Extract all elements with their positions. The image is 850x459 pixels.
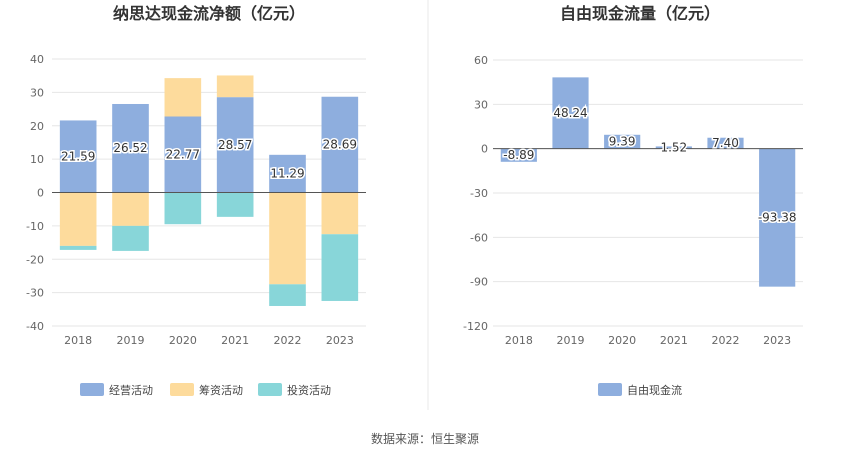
data-label: 11.29 <box>270 167 304 181</box>
x-tick-label: 2023 <box>763 334 791 347</box>
x-tick-label: 2021 <box>221 334 249 347</box>
x-tick-label: 2021 <box>660 334 688 347</box>
x-tick-label: 2022 <box>274 334 302 347</box>
bar <box>269 192 306 285</box>
x-tick-label: 2020 <box>608 334 636 347</box>
y-tick-label: 10 <box>30 153 44 166</box>
x-tick-label: 2018 <box>64 334 92 347</box>
x-tick-label: 2020 <box>169 334 197 347</box>
bar <box>216 75 254 98</box>
y-tick-label: -90 <box>470 276 488 289</box>
bar <box>59 192 97 246</box>
data-label: 28.57 <box>218 138 252 152</box>
bar <box>216 192 254 217</box>
x-tick-label: 2019 <box>557 334 585 347</box>
bar <box>164 192 202 225</box>
data-source: 数据来源：恒生聚源 <box>370 432 479 446</box>
y-tick-label: -30 <box>470 187 488 200</box>
data-label: 1.52 <box>660 141 687 155</box>
y-tick-label: 30 <box>30 86 44 99</box>
legend-swatch <box>258 383 282 396</box>
bar <box>269 284 306 306</box>
x-tick-label: 2023 <box>326 334 354 347</box>
bar <box>604 134 641 149</box>
bar <box>164 78 202 117</box>
bar <box>59 120 97 193</box>
bar <box>59 245 97 250</box>
data-label: 21.59 <box>61 149 95 163</box>
y-tick-label: -10 <box>26 220 44 233</box>
bar <box>321 234 359 301</box>
x-tick-label: 2018 <box>505 334 533 347</box>
x-tick-label: 2022 <box>712 334 740 347</box>
bar <box>655 146 692 149</box>
y-tick-label: -30 <box>26 287 44 300</box>
bar <box>269 154 306 193</box>
bar <box>112 225 149 251</box>
legend-label: 投资活动 <box>287 383 331 397</box>
data-label: 9.39 <box>609 135 636 149</box>
data-label: 28.69 <box>323 138 357 152</box>
x-tick-label: 2019 <box>117 334 145 347</box>
y-tick-label: -20 <box>26 253 44 266</box>
y-tick-label: -40 <box>26 320 44 333</box>
bar <box>321 192 359 235</box>
data-label: 48.24 <box>553 106 587 120</box>
bar <box>112 192 149 226</box>
y-tick-label: 40 <box>30 53 44 66</box>
bar <box>164 116 202 193</box>
data-label: 22.77 <box>166 148 200 162</box>
y-tick-label: 30 <box>474 98 488 111</box>
y-tick-label: -60 <box>470 231 488 244</box>
y-tick-label: -120 <box>463 320 488 333</box>
bar <box>707 137 744 149</box>
bar <box>321 96 359 193</box>
bar <box>112 103 149 193</box>
data-label: -93.38 <box>758 211 797 225</box>
bar <box>552 77 589 149</box>
data-label: 7.40 <box>712 136 739 150</box>
legend-label: 筹资活动 <box>199 383 243 397</box>
data-label: 26.52 <box>113 141 147 155</box>
chart-title: 自由现金流量（亿元） <box>560 4 720 23</box>
legend-label: 自由现金流 <box>627 383 682 397</box>
bar <box>216 97 254 193</box>
chart-canvas: 纳思达现金流净额（亿元） 40 30 20 10 0 -10 -20 -30 -40 2018 201… <box>26 0 803 410</box>
legend-label: 经营活动 <box>109 383 153 397</box>
y-tick-label: 0 <box>37 187 44 200</box>
y-tick-label: 0 <box>481 143 488 156</box>
y-tick-label: 60 <box>474 54 488 67</box>
legend-swatch <box>170 383 194 396</box>
y-tick-label: 20 <box>30 120 44 133</box>
bar <box>500 148 537 162</box>
legend-swatch <box>80 383 104 396</box>
chart-title: 纳思达现金流净额（亿元） <box>113 4 305 23</box>
data-label: -8.89 <box>503 148 534 162</box>
legend-swatch <box>598 383 622 396</box>
bar <box>759 148 796 287</box>
